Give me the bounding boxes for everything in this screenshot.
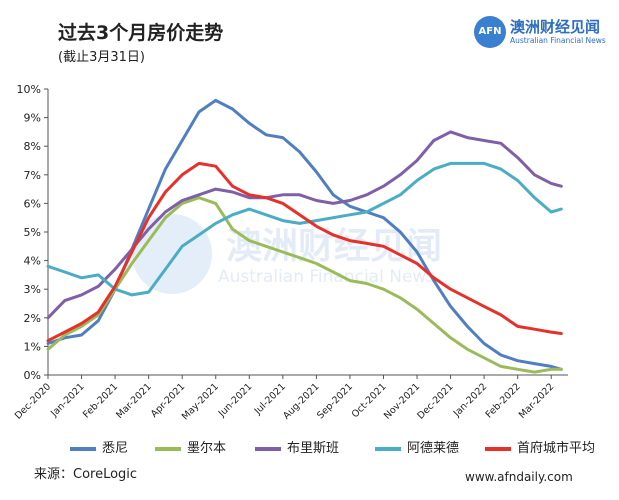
legend-swatch xyxy=(485,446,511,451)
watermark-cn: 澳洲财经见闻 xyxy=(226,226,442,267)
y-tick-label: 10% xyxy=(17,83,41,96)
chart-title: 过去3个月房价走势 xyxy=(58,22,224,44)
x-tick-label: May-2021 xyxy=(180,381,221,422)
data-source: 来源：CoreLogic xyxy=(34,467,138,482)
y-tick-label: 0% xyxy=(24,369,41,382)
series-line-1 xyxy=(46,98,563,371)
legend-label: 首府城市平均 xyxy=(517,441,596,456)
y-tick-label: 9% xyxy=(24,112,41,125)
afn-logo: AFN 澳洲财经见闻 Australian Financial News xyxy=(474,16,614,52)
series-line-2 xyxy=(46,196,563,374)
legend-label: 布里斯班 xyxy=(287,441,340,456)
y-tick-label: 2% xyxy=(24,312,41,325)
afn-logo-name-cn: 澳洲财经见闻 xyxy=(510,18,601,36)
x-tick-label: Dec-2020 xyxy=(13,381,53,421)
afn-logo-name-en: Australian Financial News xyxy=(510,36,606,45)
afn-logo-mark: AFN xyxy=(474,16,506,48)
legend-item-2: 墨尔本 xyxy=(155,437,226,457)
x-tick-label: Aug-2021 xyxy=(281,381,321,421)
y-axis: 0% 1% 2% 3% 4% 5% 6% 7% 8% 9% 10% xyxy=(17,83,49,382)
legend-item-3: 布里斯班 xyxy=(255,437,339,457)
y-tick-label: 1% xyxy=(24,340,41,353)
website-url: www.afndaily.com xyxy=(465,470,573,484)
legend-label: 墨尔本 xyxy=(187,441,227,456)
y-tick-label: 4% xyxy=(24,255,41,268)
y-tick-label: 5% xyxy=(24,226,41,239)
chart-legend: 悉尼 墨尔本 布里斯班 阿德莱德 首府城市平均 xyxy=(70,437,610,457)
watermark-en: Australian Financial News xyxy=(218,267,435,287)
legend-swatch xyxy=(255,446,281,451)
legend-swatch xyxy=(155,446,181,451)
x-tick-label: Jun-2021 xyxy=(216,381,255,420)
series-line-5 xyxy=(46,161,563,343)
x-tick-label: Dec-2021 xyxy=(415,381,455,421)
legend-item-4: 阿德莱德 xyxy=(375,437,459,457)
legend-item-1: 悉尼 xyxy=(70,437,128,457)
y-tick-label: 3% xyxy=(24,283,41,296)
y-tick-label: 8% xyxy=(24,140,41,153)
x-tick-label: Sep-2021 xyxy=(315,381,355,421)
watermark: 澳洲财经见闻 Australian Financial News xyxy=(132,214,442,294)
y-tick-label: 7% xyxy=(24,169,41,182)
legend-label: 阿德莱德 xyxy=(407,441,460,456)
legend-label: 悉尼 xyxy=(102,441,129,456)
legend-swatch xyxy=(70,446,96,451)
x-axis: Dec-2020Jan-2021Feb-2021Mar-2021Apr-2021… xyxy=(13,374,568,422)
y-tick-label: 6% xyxy=(24,197,41,210)
chart-series xyxy=(46,98,563,374)
x-tick-label: Feb-2021 xyxy=(81,381,120,420)
x-tick-label: Mar-2022 xyxy=(517,381,557,421)
x-tick-label: Mar-2021 xyxy=(114,381,154,421)
chart-subtitle: (截止3月31日) xyxy=(58,50,145,65)
x-tick-label: Feb-2022 xyxy=(484,381,523,420)
legend-swatch xyxy=(375,446,401,451)
legend-item-5: 首府城市平均 xyxy=(485,437,595,457)
